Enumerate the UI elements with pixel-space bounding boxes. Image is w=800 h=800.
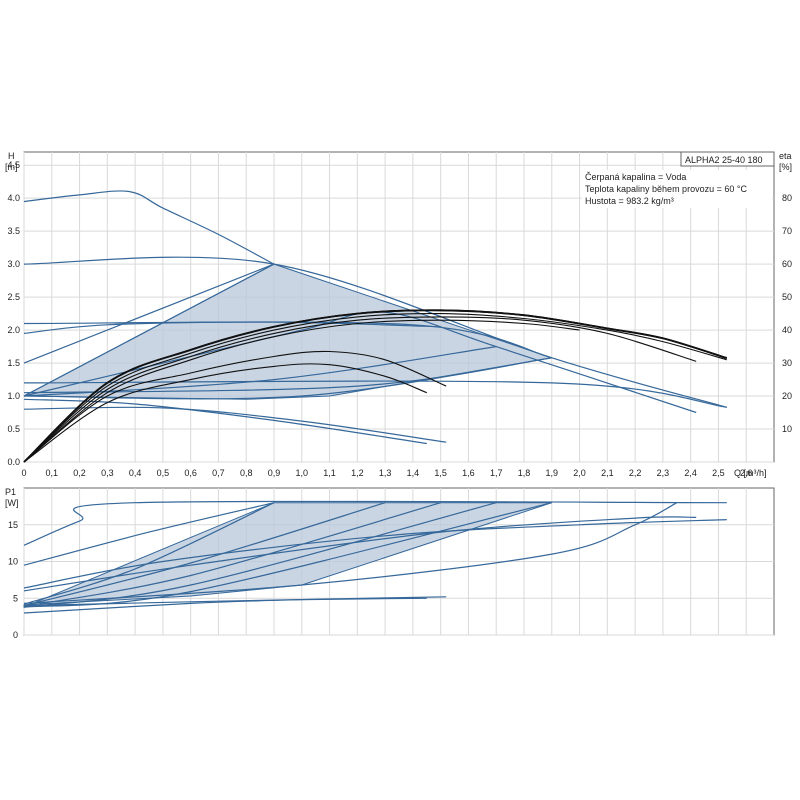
- efficiency-y-tick: 30: [782, 358, 792, 368]
- efficiency-curve: [23, 319, 580, 463]
- power-curves: [23, 500, 727, 614]
- efficiency-curve: [23, 350, 447, 463]
- flow-x-tick: 0,9: [268, 468, 281, 478]
- power-curve: [23, 502, 275, 605]
- efficiency-axis-label-line1: eta: [779, 151, 792, 161]
- flow-x-tick: 1,6: [462, 468, 475, 478]
- efficiency-curve: [23, 363, 427, 463]
- head-axis-label-line2: [m]: [5, 162, 18, 172]
- efficiency-curves: [23, 309, 728, 463]
- flow-x-tick: 1,7: [490, 468, 503, 478]
- head-curve: [23, 380, 727, 408]
- head-y-tick: 3.0: [7, 259, 20, 269]
- efficiency-y-tick: 40: [782, 325, 792, 335]
- efficiency-axis-label-line2: [%]: [779, 162, 792, 172]
- power-y-tick: 15: [8, 520, 18, 530]
- model-label-box: [680, 151, 775, 167]
- head-curve: [23, 346, 497, 397]
- power-y-tick: 5: [13, 593, 18, 603]
- flow-x-tick: 0,7: [212, 468, 225, 478]
- head-y-tick: 2.0: [7, 325, 20, 335]
- power-y-tick: 0: [13, 630, 18, 640]
- efficiency-y-tick: 50: [782, 292, 792, 302]
- flow-x-tick: 2,1: [601, 468, 614, 478]
- flow-x-tick: 2,4: [684, 468, 697, 478]
- head-y-tick: 4.5: [7, 160, 20, 170]
- head-curve: [23, 398, 427, 445]
- power-curve: [23, 502, 275, 566]
- efficiency-curve: [23, 309, 728, 463]
- efficiency-y-tick: 20: [782, 391, 792, 401]
- power-curve: [23, 516, 697, 592]
- head-y-tick-labels: 0.0 0.5 1.0 1.5 2.0 2.5 3.0 3.5 4.0 4.5: [7, 160, 20, 467]
- head-y-tick: 0.0: [7, 457, 20, 467]
- power-curve: [23, 519, 727, 589]
- flow-x-tick: 1,1: [323, 468, 336, 478]
- head-curve: [23, 190, 275, 265]
- power-y-tick-labels: 0 5 10 15: [8, 520, 18, 640]
- head-chart: 0.0 0.5 1.0 1.5 2.0 2.5 3.0 3.5 4.0 4.5 10 20 30 40 5…: [5, 151, 792, 478]
- flow-x-tick: 2,2: [629, 468, 642, 478]
- flow-x-tick: 0,8: [240, 468, 253, 478]
- flow-x-tick: 0,3: [101, 468, 114, 478]
- flow-x-tick: 1,4: [407, 468, 420, 478]
- head-curve: [23, 321, 552, 359]
- head-curve: [23, 263, 275, 397]
- flow-x-tick: 2,3: [657, 468, 670, 478]
- model-label: ALPHA2 25-40 180: [685, 155, 763, 165]
- head-curve: [23, 256, 727, 408]
- head-y-tick: 3.5: [7, 226, 20, 236]
- power-y-tick: 10: [8, 557, 18, 567]
- power-axis-label-line1: P1: [5, 487, 16, 497]
- flow-x-tick: 1,9: [546, 468, 559, 478]
- head-y-tick: 0.5: [7, 424, 20, 434]
- flow-x-tick: 2,0: [573, 468, 586, 478]
- efficiency-y-tick: 70: [782, 226, 792, 236]
- flow-x-tick: 1,2: [351, 468, 364, 478]
- head-y-tick: 1.0: [7, 391, 20, 401]
- flow-x-tick: 0,2: [73, 468, 86, 478]
- power-curve: [23, 502, 441, 607]
- power-curve: [23, 502, 497, 608]
- flow-x-tick: 1,8: [518, 468, 531, 478]
- flow-x-tick: 1,5: [434, 468, 447, 478]
- power-curve: [23, 502, 552, 608]
- power-curve: [23, 502, 386, 607]
- power-chart: 0 5 10 15 P1 [W]: [5, 487, 775, 640]
- flow-x-tick: 0,4: [129, 468, 142, 478]
- flow-x-tick: 2,5: [712, 468, 725, 478]
- efficiency-curve: [23, 316, 697, 463]
- efficiency-curve: [23, 312, 727, 463]
- efficiency-y-tick: 60: [782, 259, 792, 269]
- head-y-tick: 4.0: [7, 193, 20, 203]
- efficiency-y-tick-labels: 10 20 30 40 50 60 70 80: [782, 193, 792, 434]
- efficiency-y-tick: 80: [782, 193, 792, 203]
- power-curve: [23, 502, 678, 604]
- info-box-bg: [582, 170, 772, 208]
- flow-x-tick: 0: [21, 468, 26, 478]
- head-y-tick: 2.5: [7, 292, 20, 302]
- power-curve: [23, 597, 427, 614]
- flow-x-tick: 2,6: [740, 468, 753, 478]
- power-axis-label-line2: [W]: [5, 498, 19, 508]
- info-density: Hustota = 983.2 kg/m³: [585, 196, 674, 206]
- head-curve: [23, 263, 275, 364]
- head-axis-label-line1: H: [8, 151, 15, 161]
- head-curve: [23, 321, 441, 334]
- flow-x-tick: 0,6: [184, 468, 197, 478]
- efficiency-y-tick: 10: [782, 424, 792, 434]
- power-curve: [23, 500, 727, 546]
- head-y-tick: 1.5: [7, 358, 20, 368]
- flow-x-tick: 1,3: [379, 468, 392, 478]
- info-temperature: Teplota kapaliny během provozu = 60 °C: [585, 184, 747, 194]
- flow-axis-label: Q [m³/h]: [734, 468, 767, 478]
- flow-x-tick: 0,1: [46, 468, 59, 478]
- info-liquid: Čerpaná kapalina = Voda: [585, 172, 686, 182]
- flow-x-tick: 0,5: [157, 468, 170, 478]
- flow-x-tick-labels: 0 0,1 0,2 0,3 0,4 0,5 0,6 0,7 0,8 0,9 1,0 1,1 1,2 1,3…: [21, 468, 752, 478]
- flow-x-tick: 1,0: [296, 468, 309, 478]
